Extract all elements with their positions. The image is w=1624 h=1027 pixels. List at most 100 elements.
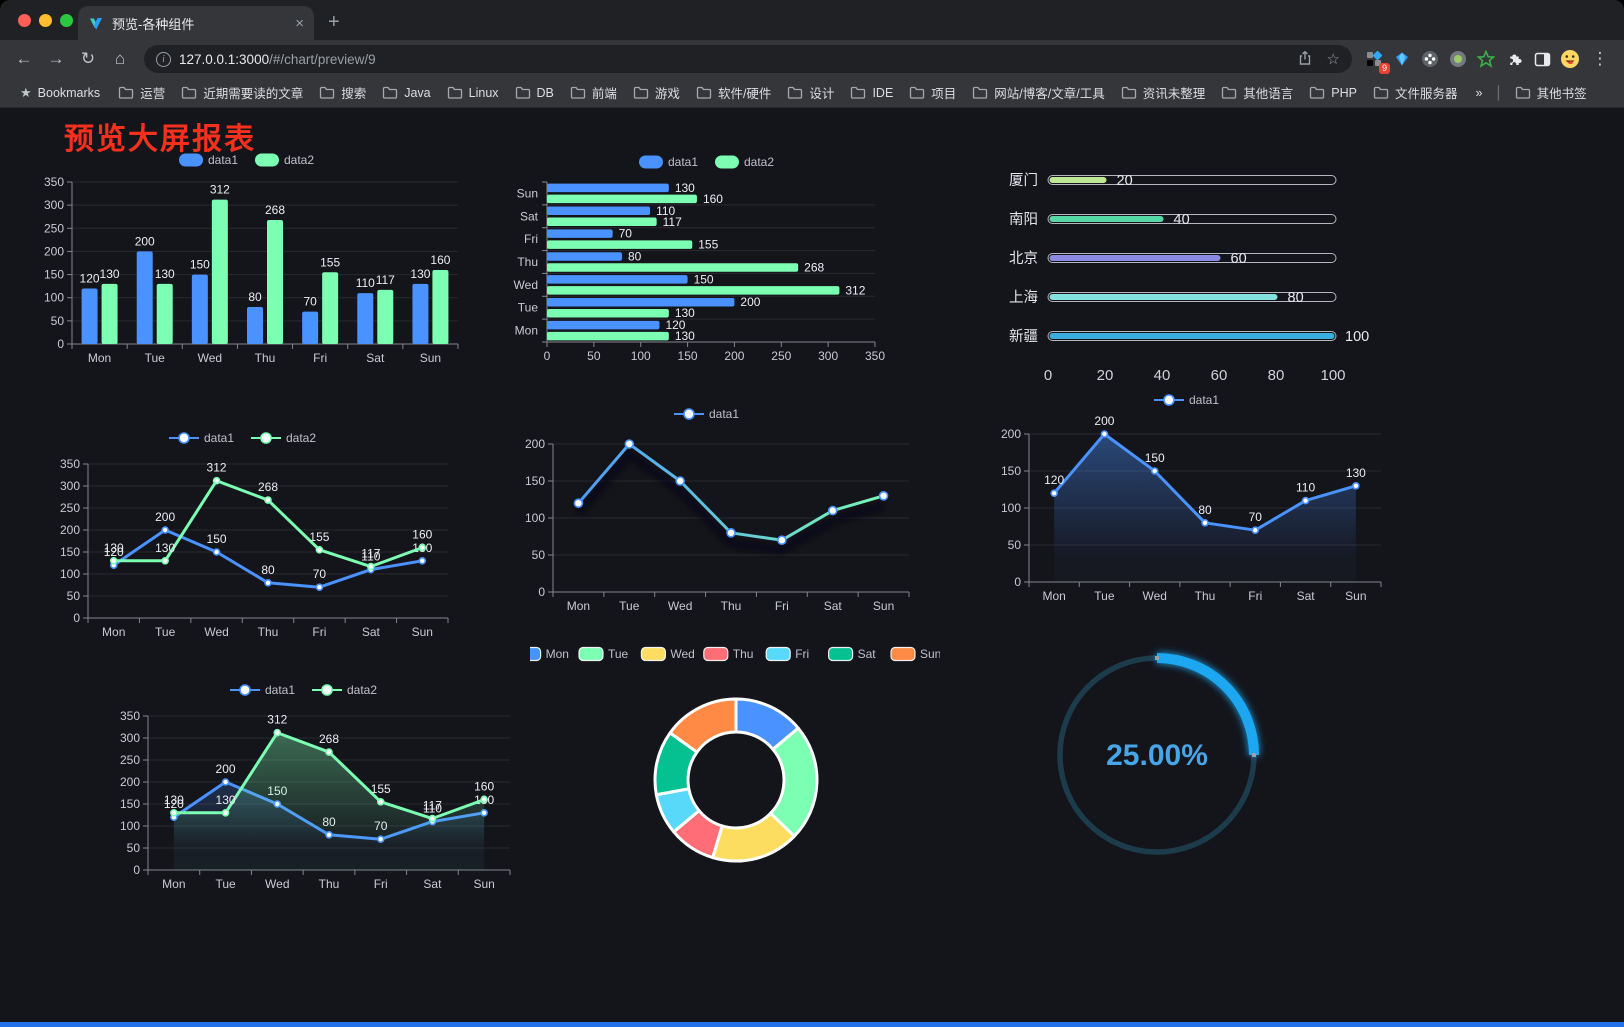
multi-line-chart[interactable]: data1 data2 0 50 100 150 200 250 300 350 Mon Tue Wed… [40, 424, 462, 654]
svg-text:150: 150 [525, 474, 545, 488]
forward-icon[interactable]: → [47, 49, 65, 68]
bookmark-folder[interactable]: 设计 [779, 80, 842, 105]
svg-text:268: 268 [319, 732, 339, 746]
extensions-puzzle-icon[interactable] [1502, 47, 1526, 71]
share-icon[interactable] [1297, 50, 1313, 66]
bookmark-folder[interactable]: 网站/博客/文章/工具 [964, 80, 1112, 105]
bookmark-folder[interactable]: Java [374, 80, 438, 105]
bookmark-folder[interactable]: 运营 [110, 80, 173, 105]
gauge-chart[interactable]: 25.00% [1040, 636, 1274, 876]
maximize-window-button[interactable] [60, 14, 73, 27]
svg-text:data1: data1 [668, 155, 698, 169]
reload-icon[interactable]: ↻ [80, 49, 96, 68]
dual-area-line-chart[interactable]: data1 data2 0 50 100 150 200 250 300 350 Mon Tue Wed… [100, 676, 524, 908]
svg-text:100: 100 [1320, 367, 1345, 384]
svg-text:150: 150 [694, 272, 714, 286]
chart-legend[interactable]: data1 [674, 407, 739, 421]
site-info-icon[interactable]: i [156, 51, 171, 67]
bookmark-folder-label: DB [536, 85, 554, 100]
address-bar[interactable]: i 127.0.0.1:3000/#/chart/preview/9 ☆ [144, 45, 1352, 73]
bookmark-folder[interactable]: 搜索 [311, 80, 374, 105]
bookmark-folder[interactable]: 游戏 [625, 80, 688, 105]
chart-legend[interactable]: Mon Tue Wed Thu Fri Sat Sun [516, 646, 941, 662]
gradient-line-chart[interactable]: data1 0 50 100 150 200 Mon Tue Wed Thu Fri Sat Sun [505, 400, 925, 624]
tab-title: 预览-各种组件 [112, 16, 195, 32]
profile-emoji-icon[interactable] [1558, 47, 1582, 71]
other-bookmarks-folder[interactable]: 其他书签 [1507, 80, 1595, 105]
bookmark-folder[interactable]: 近期需要读的文章 [173, 80, 311, 105]
svg-text:Fri: Fri [795, 647, 809, 661]
extension-grid-icon[interactable]: 9 [1362, 47, 1390, 74]
url-text[interactable]: 127.0.0.1:3000/#/chart/preview/9 [179, 52, 376, 67]
svg-text:117: 117 [663, 215, 682, 229]
browser-menu-icon[interactable]: ⋮ [1591, 49, 1609, 68]
city-progress-chart[interactable]: 厦门 20 南阳 40 北京 60 上海 80 新疆 100 0 20 40 60 80 100 [980, 154, 1378, 396]
svg-text:268: 268 [265, 203, 285, 217]
svg-text:Sat: Sat [362, 625, 381, 639]
bookmark-folder[interactable]: 前端 [562, 80, 625, 105]
svg-text:Wed: Wed [1142, 589, 1166, 603]
close-window-button[interactable] [18, 14, 31, 27]
svg-text:350: 350 [865, 349, 885, 363]
side-panel-icon[interactable] [1530, 47, 1554, 71]
extension-record-icon[interactable] [1446, 47, 1470, 71]
bookmark-folder[interactable]: Linux [439, 80, 507, 105]
tab-strip: 预览-各种组件 × + [0, 0, 1624, 40]
svg-text:130: 130 [100, 267, 120, 281]
svg-text:100: 100 [525, 511, 545, 525]
bookmark-folder[interactable]: 文件服务器 [1365, 80, 1466, 105]
svg-text:Fri: Fri [313, 351, 327, 365]
bookmark-folder[interactable]: PHP [1301, 80, 1365, 105]
chart-legend[interactable]: data1 data2 [639, 155, 774, 169]
bookmarks-manager-item[interactable]: ★ Bookmarks [12, 82, 108, 104]
star-icon: ★ [20, 84, 32, 100]
svg-text:Tue: Tue [155, 625, 176, 639]
svg-text:110: 110 [656, 204, 675, 218]
bookmark-folder[interactable]: 资讯未整理 [1113, 80, 1214, 105]
back-icon[interactable]: ← [15, 49, 33, 68]
extension-green-star-icon[interactable] [1474, 47, 1498, 71]
chart-legend[interactable]: data1 data2 [169, 431, 316, 445]
svg-text:200: 200 [216, 762, 236, 776]
bookmark-star-icon[interactable]: ☆ [1326, 51, 1340, 68]
browser-tab[interactable]: 预览-各种组件 × [78, 6, 314, 40]
chart-legend[interactable]: data1 [1154, 393, 1219, 407]
extension-gem-icon[interactable] [1390, 47, 1414, 71]
svg-text:130: 130 [1346, 466, 1366, 480]
svg-text:350: 350 [60, 457, 80, 471]
home-icon[interactable]: ⌂ [114, 49, 126, 68]
horizontal-bar-chart[interactable]: data1 data2 0 50 100 150 200 250 300 350 Mon 120 130… [505, 148, 925, 376]
svg-text:Sun: Sun [873, 599, 894, 613]
svg-text:data2: data2 [284, 153, 314, 167]
svg-text:50: 50 [1008, 538, 1022, 552]
bookmark-folder[interactable]: 软件/硬件 [688, 80, 779, 105]
grouped-bar-chart[interactable]: data1 data2 0 50 100 150 200 250 300 350 Mon Tue Wed… [40, 146, 470, 374]
chart-legend[interactable]: data1 data2 [230, 683, 377, 697]
chart-legend[interactable]: data1 data2 [179, 153, 314, 167]
svg-text:200: 200 [1094, 414, 1114, 428]
bookmark-folder[interactable]: 其他语言 [1213, 80, 1301, 105]
minimize-window-button[interactable] [39, 14, 52, 27]
bookmark-folder-label: 网站/博客/文章/工具 [994, 87, 1105, 101]
svg-text:厦门: 厦门 [1009, 172, 1038, 189]
svg-text:Wed: Wed [265, 877, 289, 891]
bookmarks-overflow-button[interactable]: » [1475, 85, 1483, 100]
new-tab-button[interactable]: + [328, 11, 340, 33]
svg-text:160: 160 [430, 253, 450, 267]
bookmark-folder[interactable]: DB [507, 80, 562, 105]
svg-text:data1: data1 [709, 407, 739, 421]
svg-text:20: 20 [1097, 367, 1114, 384]
svg-text:70: 70 [303, 295, 317, 309]
bookmark-folder[interactable]: 项目 [901, 80, 964, 105]
svg-text:150: 150 [1001, 464, 1021, 478]
svg-text:Fri: Fri [524, 232, 538, 246]
svg-text:200: 200 [1001, 427, 1021, 441]
svg-text:Wed: Wed [670, 647, 694, 661]
svg-text:Thu: Thu [319, 877, 340, 891]
tab-close-icon[interactable]: × [295, 14, 304, 32]
bookmark-folder[interactable]: IDE [842, 80, 901, 105]
extension-clover-icon[interactable] [1418, 47, 1442, 71]
area-line-chart[interactable]: data1 0 50 100 150 200 Mon Tue Wed Thu Fri Sat Sun 12… [985, 386, 1405, 614]
svg-text:250: 250 [771, 349, 791, 363]
donut-chart[interactable]: Mon Tue Wed Thu Fri Sat Sun [516, 640, 941, 950]
